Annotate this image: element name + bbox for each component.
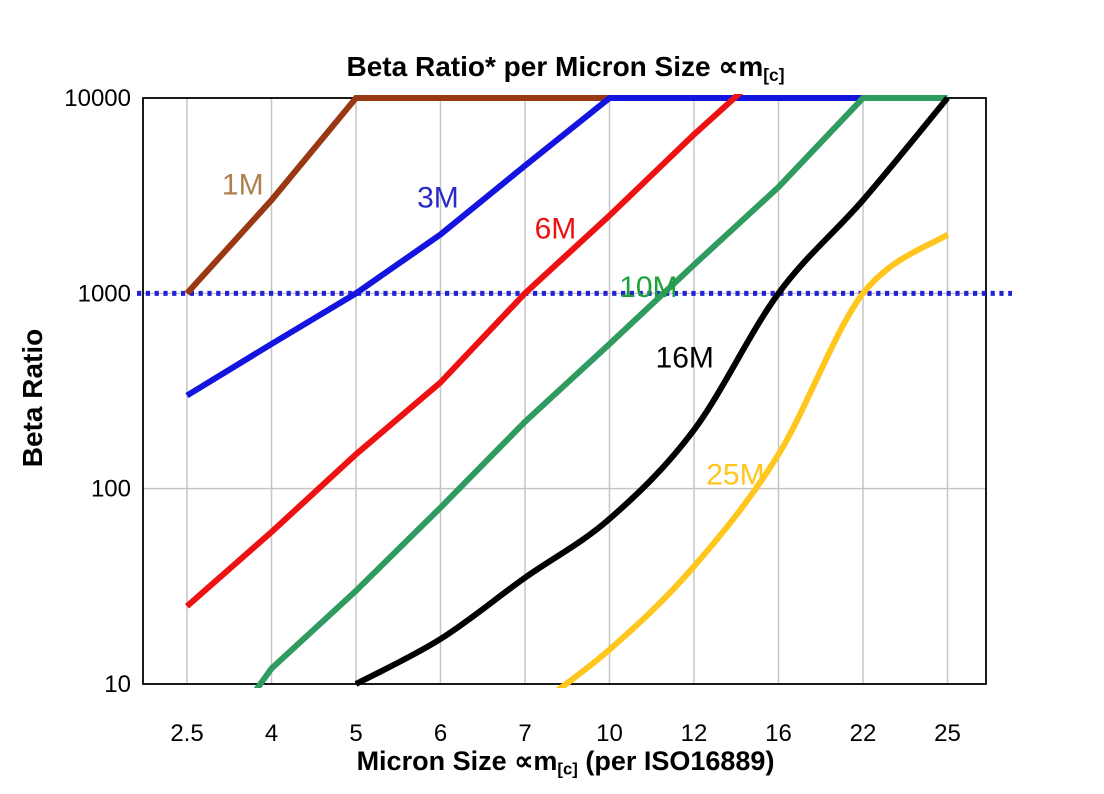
series-line-6M	[185, 94, 744, 609]
x-tick-4: 4	[265, 720, 278, 747]
x-tick-22: 22	[850, 720, 877, 747]
chart-title-subscript: [c]	[763, 64, 785, 85]
y-tick-10: 10	[104, 671, 131, 698]
series-line-3M	[185, 95, 948, 399]
x-axis-title: Micron Size ∝m[c] (per ISO16889)	[143, 746, 988, 780]
x-tick-12: 12	[681, 720, 708, 747]
series-label-10M: 10M	[619, 271, 677, 304]
series-label-25M: 25M	[706, 459, 764, 492]
x-tick-7: 7	[518, 720, 531, 747]
series-label-6M: 6M	[535, 212, 577, 245]
chart-title: Beta Ratio* per Micron Size ∝m[c]	[143, 50, 988, 86]
series-line-25M	[555, 231, 950, 688]
x-tick-16: 16	[765, 720, 792, 747]
series-line-16M	[354, 96, 950, 687]
x-tick-5: 5	[349, 720, 362, 747]
series-label-1M: 1M	[222, 169, 264, 202]
x-axis-title-text: Micron Size ∝m	[356, 746, 558, 776]
y-tick-1000: 1000	[78, 280, 131, 307]
series-label-16M: 16M	[656, 341, 714, 374]
series-label-3M: 3M	[417, 181, 459, 214]
plot-border	[142, 97, 987, 685]
y-tick-100: 100	[91, 476, 131, 503]
x-axis-title-suffix: (per ISO16889)	[577, 746, 775, 776]
x-axis-title-subscript: [c]	[557, 759, 578, 779]
x-tick-25: 25	[934, 720, 961, 747]
series-group	[184, 94, 950, 688]
y-tick-10000: 10000	[64, 85, 131, 112]
x-tick-6: 6	[434, 720, 447, 747]
series-line-10M	[253, 95, 948, 688]
chart-title-text: Beta Ratio* per Micron Size ∝m	[346, 51, 764, 82]
x-tick-10: 10	[596, 720, 623, 747]
x-tick-2.5: 2.5	[170, 720, 203, 747]
